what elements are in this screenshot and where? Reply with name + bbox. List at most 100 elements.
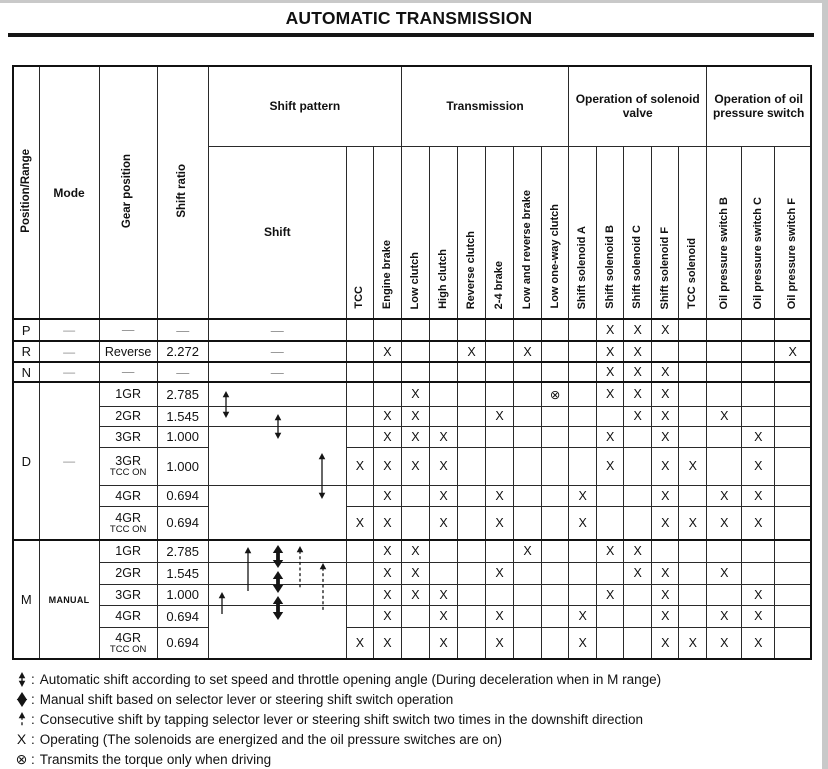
mark-cell-oil-pressure-switch-f <box>774 484 812 507</box>
mark-cell-shift-solenoid-f: X <box>651 425 680 448</box>
mark-cell-shift-solenoid-f <box>651 340 680 363</box>
mark-cell-engine-brake: X <box>372 405 402 427</box>
col-header-high-clutch: High clutch <box>428 145 459 320</box>
legend-text: Manual shift based on selector lever or … <box>39 691 454 707</box>
mark-cell-shift-solenoid-b: X <box>596 340 625 363</box>
mark-cell-shift-solenoid-c: X <box>623 340 653 363</box>
mark-cell-engine-brake: X <box>372 539 402 563</box>
mark-cell-reverse-clutch <box>456 484 487 507</box>
col-header-shift: Shift <box>207 145 347 320</box>
table-row-M-1GR: M MANUAL 1GR 2.785 X X X X X <box>12 539 812 660</box>
mark-cell-shift-solenoid-f: X <box>651 604 680 628</box>
gear-position-cell: Reverse <box>98 340 158 363</box>
legend-line: : Manual shift based on selector lever or… <box>13 689 819 709</box>
col-header-oil-pressure-switch-c: Oil pressure switch C <box>741 145 776 320</box>
mark-cell-shift-solenoid-c: X <box>623 318 653 342</box>
shift-ratio-cell: 0.694 <box>156 604 209 628</box>
mark-cell-shift-solenoid-c <box>623 626 653 660</box>
mark-cell-tcc-solenoid <box>678 381 708 407</box>
mark-cell-shift-solenoid-c: X <box>623 405 653 427</box>
mark-cell-oil-pressure-switch-f <box>774 539 812 563</box>
legend-colon: : <box>31 731 35 747</box>
col-header-shift-solenoid-a: Shift solenoid A <box>568 145 598 320</box>
mark-cell-oil-pressure-switch-b <box>706 446 743 486</box>
mark-cell-engine-brake: X <box>372 425 402 448</box>
shift-pattern-cell <box>207 484 347 541</box>
mark-cell-2-4-brake <box>485 318 515 342</box>
legend-colon: : <box>31 691 35 707</box>
table-row-D-2GR: 2GR 1.545 X X X X X X <box>13 405 812 427</box>
mark-cell-reverse-clutch <box>456 626 487 660</box>
legend-text: Transmits the torque only when driving <box>39 751 272 767</box>
mark-cell-oil-pressure-switch-b <box>706 381 743 407</box>
mark-cell-low-and-reverse-brake <box>513 425 543 448</box>
mark-cell-low-clutch: X <box>400 381 430 407</box>
mark-cell-oil-pressure-switch-b: X <box>706 505 743 541</box>
col-header-position-range: Position/Range <box>12 65 40 320</box>
mark-cell-engine-brake: X <box>372 604 402 628</box>
mark-cell-shift-solenoid-b: X <box>596 318 625 342</box>
mark-cell-shift-solenoid-b <box>596 561 625 585</box>
col-header-shift-solenoid-b: Shift solenoid B <box>596 145 625 320</box>
mark-cell-reverse-clutch <box>456 604 487 628</box>
mark-cell-oil-pressure-switch-c <box>741 405 776 427</box>
table-row-D-3GR: 3GR 1.000 X X X X X X <box>13 425 812 486</box>
col-header-engine-brake: Engine brake <box>372 145 402 320</box>
mark-cell-shift-solenoid-a: X <box>568 484 598 507</box>
mark-cell-oil-pressure-switch-c: X <box>741 425 776 448</box>
table-row-D-3GR-TCC: 3GR TCC ON 1.000 X X X X X X X X <box>13 446 812 486</box>
mark-cell-low-one-way-clutch <box>541 561 570 585</box>
mark-cell-low-clutch: X <box>400 446 430 486</box>
table-row-M-4GR: 4GR 0.694 X X X X X X X <box>13 604 812 660</box>
mark-cell-low-one-way-clutch <box>541 583 570 606</box>
legend-colon: : <box>31 711 35 727</box>
mark-cell-tcc <box>345 405 374 427</box>
gear-position-cell: 3GR <box>98 425 158 448</box>
mark-cell-shift-solenoid-b: X <box>596 539 625 563</box>
mark-cell-2-4-brake: X <box>485 484 515 507</box>
mark-cell-reverse-clutch <box>456 583 487 606</box>
mark-cell-high-clutch <box>428 361 459 383</box>
mode-cell: MANUAL <box>38 539 100 660</box>
table-row-R: R — Reverse 2.272— X X X X X X <box>12 340 812 363</box>
mark-cell-low-and-reverse-brake: X <box>513 340 543 363</box>
mark-cell-oil-pressure-switch-b: X <box>706 604 743 628</box>
mark-cell-low-clutch <box>400 340 430 363</box>
mark-cell-low-and-reverse-brake <box>513 505 543 541</box>
mark-cell-shift-solenoid-a <box>568 583 598 606</box>
mark-cell-low-clutch: X <box>400 425 430 448</box>
mark-cell-oil-pressure-switch-c: X <box>741 583 776 606</box>
arrow-thick-double-icon <box>13 690 30 709</box>
legend-colon: : <box>31 751 35 767</box>
legend-line: ⊗: Transmits the torque only when driving <box>13 749 819 769</box>
table-row-D-4GR: 4GR 0.694 X X X X X X X <box>13 484 812 541</box>
torque-transmit-symbol: ⊗ <box>15 750 28 767</box>
mark-cell-oil-pressure-switch-f <box>774 425 812 448</box>
mark-cell-2-4-brake <box>485 340 515 363</box>
mark-cell-low-and-reverse-brake <box>513 318 543 342</box>
mark-cell-oil-pressure-switch-f <box>774 561 812 585</box>
mark-cell-high-clutch: X <box>428 446 459 486</box>
transmission-table: Position/Range Mode Gear position Shift … <box>12 65 812 660</box>
mark-cell-tcc: X <box>345 505 374 541</box>
mark-cell-tcc-solenoid <box>678 484 708 507</box>
mark-cell-reverse-clutch <box>456 425 487 448</box>
mark-cell-oil-pressure-switch-f <box>774 446 812 486</box>
mark-cell-shift-solenoid-c: X <box>623 361 653 383</box>
shift-pattern-cell <box>207 405 347 427</box>
shift-ratio-cell: 2.785 <box>156 381 209 407</box>
mark-cell-oil-pressure-switch-b: X <box>706 484 743 507</box>
group-header-transmission: Transmission <box>400 65 570 147</box>
table-body: P — — — — X X X R — Reverse 2.272— X X X X X X N — — — — X X X D —1… <box>12 318 812 660</box>
group-header-solenoid-valve: Operation of solenoid valve <box>568 65 708 147</box>
mark-cell-shift-solenoid-c <box>623 425 653 448</box>
mark-cell-oil-pressure-switch-c: X <box>741 626 776 660</box>
legend-line: : Automatic shift according to set speed … <box>13 669 819 689</box>
mark-cell-oil-pressure-switch-b <box>706 425 743 448</box>
mark-cell-shift-solenoid-b <box>596 405 625 427</box>
mark-cell-reverse-clutch <box>456 539 487 563</box>
gear-position-cell: 1GR <box>98 381 158 407</box>
mark-cell-low-one-way-clutch <box>541 446 570 486</box>
mark-cell-reverse-clutch <box>456 361 487 383</box>
mark-cell-shift-solenoid-a: X <box>568 505 598 541</box>
